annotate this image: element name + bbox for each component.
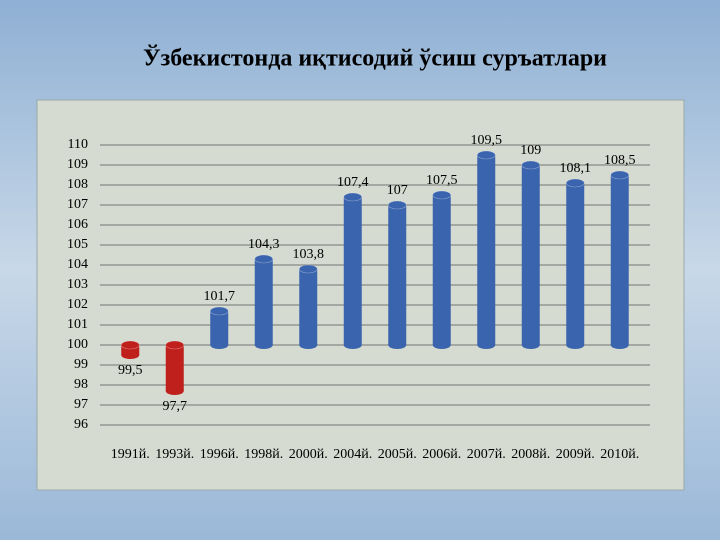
bar-base <box>210 341 229 349</box>
bar-cap <box>165 340 185 350</box>
y-tick-label: 110 <box>68 137 88 152</box>
bar-cap <box>209 306 229 316</box>
x-tick-label: 1991й. <box>111 447 150 462</box>
y-tick-label: 102 <box>67 297 88 312</box>
y-tick-label: 96 <box>74 417 88 432</box>
bar-cap <box>343 192 363 202</box>
value-label: 108,1 <box>560 161 592 176</box>
x-tick-label: 1998й. <box>244 447 283 462</box>
y-tick-label: 97 <box>74 397 88 412</box>
value-label: 99,5 <box>118 363 143 378</box>
x-tick-label: 1996й. <box>200 447 239 462</box>
y-tick-label: 101 <box>67 317 88 332</box>
bar-cap <box>610 170 630 180</box>
y-tick-label: 99 <box>74 357 88 372</box>
bar-cap <box>432 190 452 200</box>
x-tick-label: 2004й. <box>333 447 372 462</box>
bar <box>343 197 362 345</box>
bar <box>477 155 496 345</box>
x-tick-label: 1993й. <box>155 447 194 462</box>
bar-base <box>566 341 585 349</box>
y-tick-label: 104 <box>67 257 88 272</box>
value-label: 97,7 <box>163 399 188 414</box>
bar <box>610 175 629 345</box>
value-label: 109,5 <box>471 133 503 148</box>
bar-base <box>121 351 140 359</box>
x-tick-label: 2007й. <box>467 447 506 462</box>
y-tick-label: 103 <box>67 277 88 292</box>
y-tick-label: 107 <box>67 197 88 212</box>
value-label: 107 <box>387 183 408 198</box>
x-tick-label: 2000й. <box>289 447 328 462</box>
y-tick-label: 100 <box>67 337 88 352</box>
bar-cap <box>476 150 496 160</box>
chart-title: Ўзбекистонда иқтисодий ўсиш суръатлари <box>143 46 607 72</box>
bar-cap <box>120 340 140 350</box>
x-tick-label: 2005й. <box>378 447 417 462</box>
bar-cap <box>254 254 274 264</box>
bar <box>566 183 585 345</box>
x-tick-label: 2006й. <box>422 447 461 462</box>
bar-cap <box>387 200 407 210</box>
bar-base <box>610 341 629 349</box>
bar <box>165 345 184 391</box>
value-label: 103,8 <box>293 247 325 262</box>
bar-base <box>165 387 184 395</box>
bar-base <box>477 341 496 349</box>
bar-cap <box>565 178 585 188</box>
bar-base <box>388 341 407 349</box>
bar <box>121 345 140 355</box>
y-tick-label: 98 <box>74 377 88 392</box>
bar <box>210 311 229 345</box>
bar <box>432 195 451 345</box>
value-label: 109 <box>520 143 541 158</box>
bar-base <box>521 341 540 349</box>
value-label: 107,4 <box>337 175 369 190</box>
y-tick-label: 106 <box>67 217 88 232</box>
x-tick-label: 2010й. <box>600 447 639 462</box>
plot: 96 97 98 99 100 101 102 103 104 105 106 107 108 109 11… <box>67 133 650 462</box>
value-label: 107,5 <box>426 173 458 188</box>
bar-cap <box>298 264 318 274</box>
bar <box>254 259 273 345</box>
bar-base <box>432 341 451 349</box>
bar-base <box>254 341 273 349</box>
bar-cap <box>521 160 541 170</box>
value-label: 108,5 <box>604 153 636 168</box>
value-label: 104,3 <box>248 237 280 252</box>
bar-base <box>343 341 362 349</box>
x-tick-label: 2008й. <box>511 447 550 462</box>
x-tick-label: 2009й. <box>556 447 595 462</box>
bar <box>388 205 407 345</box>
y-tick-label: 109 <box>67 157 88 172</box>
value-label: 101,7 <box>204 289 236 304</box>
y-tick-label: 108 <box>67 177 88 192</box>
bar <box>299 269 318 345</box>
bar-base <box>299 341 318 349</box>
y-tick-label: 105 <box>67 237 88 252</box>
bar <box>521 165 540 345</box>
